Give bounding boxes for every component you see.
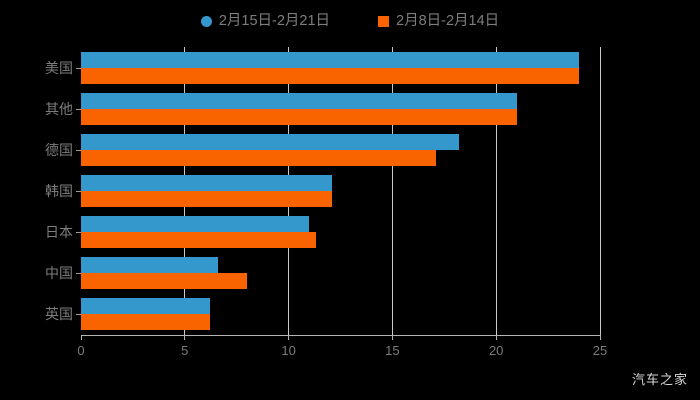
bar[interactable]	[81, 108, 517, 125]
x-tick-label: 20	[488, 343, 504, 358]
x-tick-mark	[599, 335, 601, 340]
bar[interactable]	[81, 92, 517, 109]
x-axis-line	[81, 335, 600, 336]
watermark: 汽车之家	[631, 372, 688, 387]
bar[interactable]	[81, 191, 333, 207]
plot-area: 0 5 10 15 20 25	[76, 47, 607, 358]
x-tick-mark	[495, 335, 497, 340]
y-tick-mark	[76, 67, 81, 69]
y-tick-mark	[76, 108, 81, 110]
y-tick-mark	[76, 314, 81, 316]
legend-label-series-2: 2月8日-2月14日	[396, 12, 500, 29]
y-tick-mark	[76, 232, 81, 234]
gridline	[391, 47, 393, 335]
bar[interactable]	[81, 273, 248, 290]
y-tick-label: 英国	[45, 306, 73, 323]
bar[interactable]	[81, 216, 310, 233]
bar[interactable]	[81, 232, 316, 249]
y-tick-label: 中国	[45, 265, 73, 282]
y-tick-label: 韩国	[45, 183, 73, 199]
x-tick-label: 10	[281, 343, 296, 358]
legend-label-series-1: 2月15日-2月21日	[218, 12, 331, 29]
x-tick-label: 25	[592, 343, 608, 358]
bar[interactable]	[81, 67, 580, 84]
y-tick-mark	[76, 273, 81, 275]
y-tick-label: 日本	[45, 224, 73, 241]
x-tick-mark	[288, 335, 290, 340]
gridline	[599, 47, 601, 335]
y-tick-label: 美国	[45, 59, 73, 76]
bar[interactable]	[81, 298, 210, 315]
x-tick-label: 5	[181, 343, 189, 358]
bar[interactable]	[81, 175, 333, 191]
circle-marker-icon	[200, 15, 212, 27]
y-tick-mark	[76, 191, 81, 192]
bar[interactable]	[81, 149, 436, 166]
legend-item-series-1[interactable]: 2月15日-2月21日	[200, 12, 331, 29]
gridline	[495, 47, 497, 335]
bar[interactable]	[81, 314, 210, 331]
bar[interactable]	[81, 257, 219, 274]
legend-item-series-2[interactable]: 2月8日-2月14日	[378, 14, 499, 29]
y-tick-label: 德国	[45, 141, 73, 158]
x-tick-mark	[80, 335, 82, 340]
x-tick-mark	[184, 335, 186, 340]
x-tick-label: 15	[385, 343, 400, 358]
x-tick-mark	[391, 335, 393, 340]
y-tick-mark	[76, 149, 81, 151]
chart-legend: 2月15日-2月21日 2月8日-2月14日	[0, 8, 700, 34]
square-marker-icon	[378, 15, 390, 27]
bar[interactable]	[81, 51, 580, 68]
y-tick-label: 其他	[45, 100, 73, 117]
x-tick-label: 0	[77, 343, 85, 358]
bar[interactable]	[81, 133, 459, 150]
